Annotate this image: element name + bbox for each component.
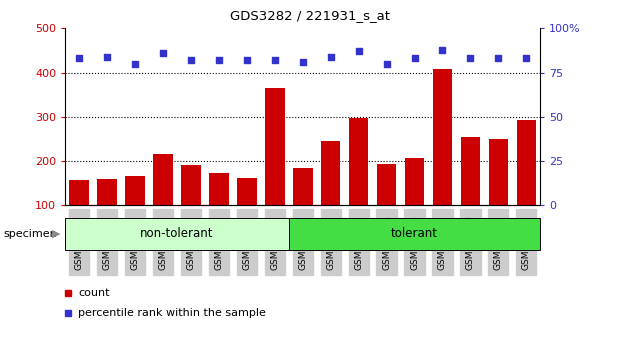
Point [158, 50, 168, 56]
Text: count: count [78, 287, 110, 298]
Text: percentile rank within the sample: percentile rank within the sample [78, 308, 266, 318]
Text: non-tolerant: non-tolerant [140, 227, 214, 240]
Bar [97, 179, 117, 205]
Bar [517, 120, 536, 205]
Point [186, 57, 196, 63]
Text: GDS3282 / 221931_s_at: GDS3282 / 221931_s_at [230, 9, 391, 22]
Bar [461, 137, 480, 205]
Point [466, 56, 476, 61]
Point [130, 61, 140, 67]
Text: ▶: ▶ [52, 229, 60, 239]
Bar [433, 69, 452, 205]
Point [214, 57, 224, 63]
Point [437, 47, 447, 52]
Point [325, 54, 335, 59]
Point [354, 48, 364, 54]
Bar [125, 176, 145, 205]
Point [270, 57, 279, 63]
Bar [209, 173, 229, 205]
Bar [321, 141, 340, 205]
Point [75, 56, 84, 61]
Point [493, 56, 503, 61]
Text: tolerant: tolerant [391, 227, 438, 240]
Bar [293, 168, 312, 205]
Bar [349, 118, 368, 205]
Bar [153, 154, 173, 205]
Bar [377, 164, 396, 205]
Point [381, 61, 391, 67]
Bar [70, 180, 89, 205]
FancyBboxPatch shape [65, 218, 289, 250]
Bar [489, 139, 508, 205]
Point [410, 56, 420, 61]
Bar [265, 88, 284, 205]
Point [242, 57, 252, 63]
FancyBboxPatch shape [289, 218, 540, 250]
Text: specimen: specimen [3, 229, 57, 239]
Point [298, 59, 308, 65]
Point [102, 54, 112, 59]
Bar [405, 158, 424, 205]
Bar [237, 178, 256, 205]
Point [522, 56, 532, 61]
Bar [181, 165, 201, 205]
